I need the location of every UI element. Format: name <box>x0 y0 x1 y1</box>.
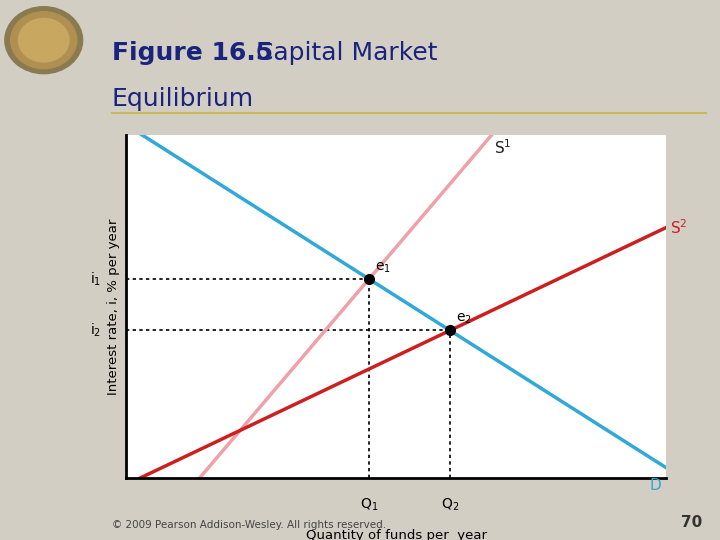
Circle shape <box>11 12 77 69</box>
Text: S$^2$: S$^2$ <box>670 218 688 237</box>
Circle shape <box>19 18 69 62</box>
Text: Quantity of funds per  year: Quantity of funds per year <box>305 529 487 540</box>
Text: S$^1$: S$^1$ <box>495 138 512 157</box>
Text: e$_1$: e$_1$ <box>376 260 392 275</box>
Circle shape <box>5 6 83 73</box>
Text: e$_2$: e$_2$ <box>456 312 472 326</box>
Y-axis label: Interest rate, i, % per year: Interest rate, i, % per year <box>107 218 120 395</box>
Text: i$_1$: i$_1$ <box>91 271 102 288</box>
Text: Q$_2$: Q$_2$ <box>441 497 459 513</box>
Text: Figure 16.5: Figure 16.5 <box>112 41 273 65</box>
Text: 70: 70 <box>680 515 702 530</box>
Text: i$_2$: i$_2$ <box>91 322 102 339</box>
Text: Q$_1$: Q$_1$ <box>360 497 378 513</box>
Text: Equilibrium: Equilibrium <box>112 87 253 111</box>
Text: D: D <box>649 478 662 493</box>
Text: Capital Market: Capital Market <box>240 41 437 65</box>
Text: © 2009 Pearson Addison-Wesley. All rights reserved.: © 2009 Pearson Addison-Wesley. All right… <box>112 520 386 530</box>
